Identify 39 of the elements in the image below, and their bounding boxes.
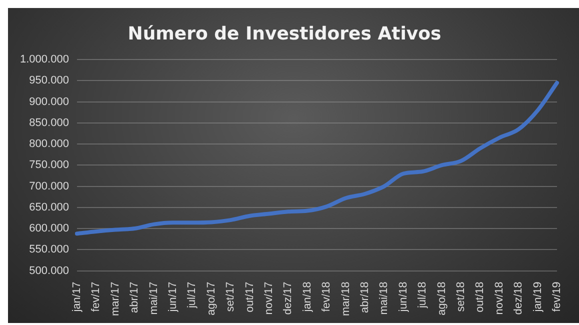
- x-tick-label: mai/18: [378, 282, 390, 315]
- y-tick-label: 800.000: [29, 138, 69, 150]
- y-tick-label: 500.000: [29, 264, 69, 277]
- y-tick-label: 1.000.000: [20, 54, 69, 66]
- x-tick-label: jul/17: [186, 282, 198, 310]
- x-tick-label: mar/18: [340, 282, 352, 316]
- x-tick-label: jun/17: [166, 282, 179, 313]
- x-tick-label: jan/18: [301, 282, 314, 313]
- x-tick-label: jan/17: [70, 282, 83, 313]
- x-tick-label: fev/17: [90, 282, 102, 312]
- y-tick-label: 550.000: [29, 244, 69, 256]
- x-tick-label: jul/18: [416, 282, 429, 310]
- y-tick-label: 950.000: [29, 74, 69, 87]
- y-tick-label: 600.000: [29, 222, 69, 235]
- y-tick-label: 850.000: [29, 116, 69, 129]
- x-tick-label: fev/19: [551, 282, 564, 312]
- x-tick-label: dez/17: [282, 282, 294, 315]
- x-tick-label: dez/18: [512, 282, 525, 315]
- x-tick-label: ago/17: [205, 282, 218, 316]
- y-tick-label: 900.000: [29, 96, 69, 108]
- y-tick-label: 700.000: [29, 180, 69, 192]
- x-tick-label: abr/18: [359, 282, 372, 313]
- x-tick-label: fev/18: [320, 282, 333, 312]
- y-tick-label: 650.000: [29, 201, 69, 214]
- x-tick-label: jan/19: [532, 282, 544, 313]
- x-tick-label: mar/17: [109, 282, 122, 316]
- y-tick-label: 750.000: [29, 159, 69, 172]
- x-tick-label: nov/17: [262, 282, 275, 315]
- x-tick-label: abr/17: [128, 282, 141, 313]
- x-tick-label: mai/17: [148, 282, 160, 315]
- x-tick-label: ago/18: [436, 282, 448, 316]
- x-tick-label: set/17: [224, 282, 237, 312]
- x-tick-label: out/18: [474, 282, 486, 312]
- x-tick-label: nov/18: [493, 282, 506, 315]
- x-tick-label: set/18: [455, 282, 468, 312]
- x-tick-label: out/17: [244, 282, 256, 312]
- line-series: [74, 80, 559, 236]
- chart-title: Número de Investidores Ativos: [128, 23, 442, 44]
- x-tick-label: jun/18: [397, 282, 410, 313]
